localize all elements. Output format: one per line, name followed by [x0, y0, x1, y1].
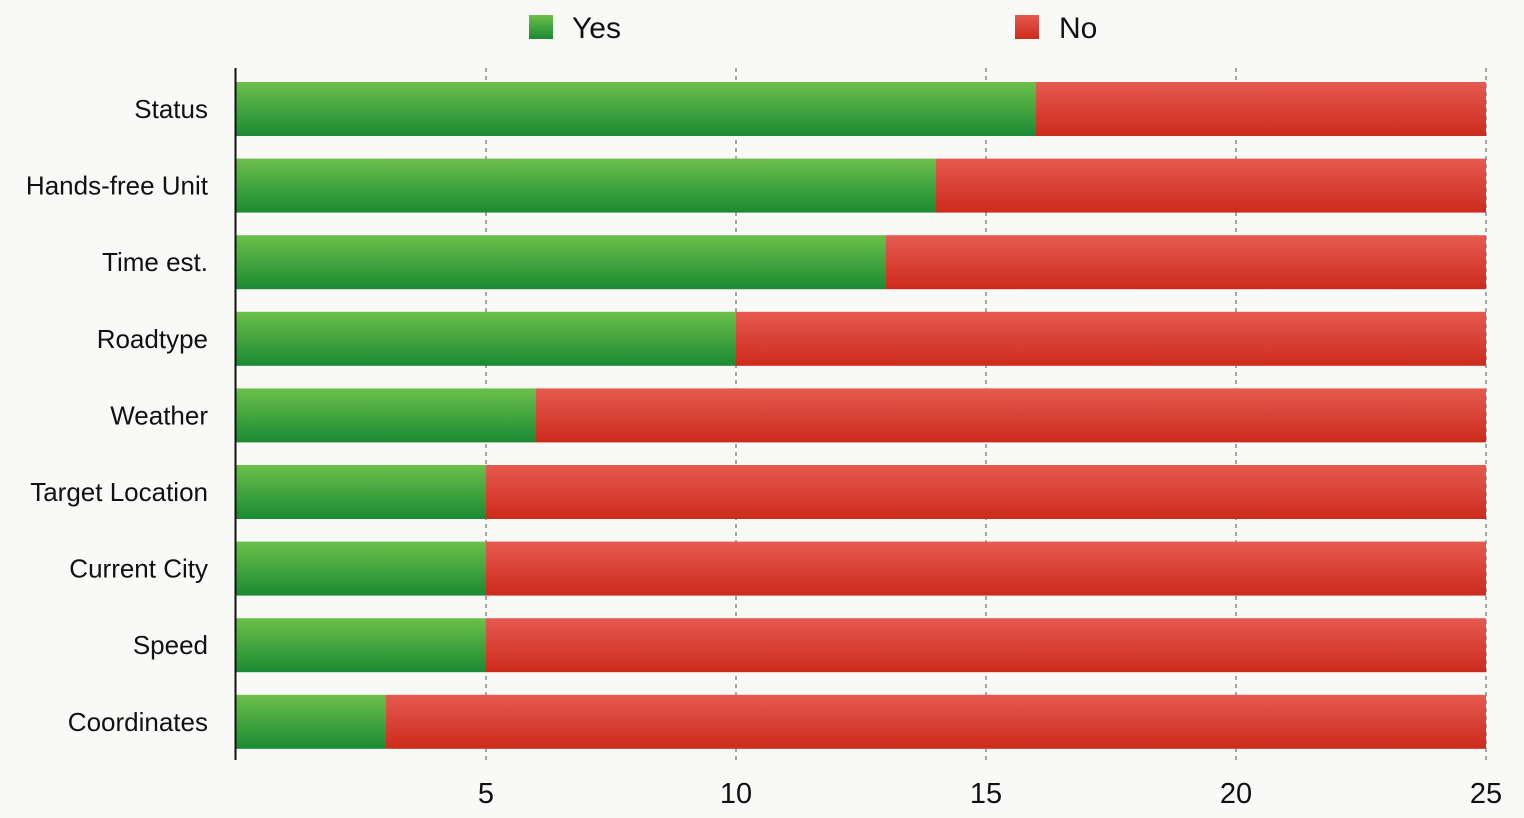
category-label-coordinates: Coordinates — [68, 707, 208, 737]
bars — [236, 82, 1486, 749]
x-tick-label: 20 — [1220, 778, 1252, 810]
legend: Yes No — [529, 12, 1097, 45]
bar-yes-weather — [236, 388, 536, 443]
category-label-hands-free-unit: Hands-free Unit — [26, 171, 209, 201]
bar-no-weather — [536, 388, 1486, 443]
category-labels: Status Hands-free Unit Time est. Roadtype We… — [26, 94, 209, 737]
category-label-speed: Speed — [133, 630, 208, 660]
bar-yes-hands-free-unit — [236, 158, 936, 213]
category-label-time-est: Time est. — [102, 247, 208, 277]
bar-no-target-location — [486, 465, 1486, 519]
bar-yes-coordinates — [236, 694, 386, 749]
bar-no-current-city — [486, 541, 1486, 596]
bar-no-time-est — [886, 235, 1486, 290]
x-tick-label: 10 — [720, 778, 752, 810]
x-tick-label: 5 — [478, 778, 494, 810]
bar-yes-target-location — [236, 465, 486, 519]
bar-yes-status — [236, 82, 1036, 136]
bar-no-speed — [486, 618, 1486, 673]
bar-no-status — [1036, 82, 1486, 136]
legend-label-no: No — [1059, 12, 1097, 45]
tick-labels: 5 10 15 20 25 — [478, 778, 1502, 810]
bar-yes-time-est — [236, 235, 886, 290]
bar-no-coordinates — [386, 694, 1486, 749]
category-label-current-city: Current City — [69, 554, 208, 584]
x-tick-label: 15 — [970, 778, 1002, 810]
category-label-target-location: Target Location — [30, 477, 208, 507]
legend-swatch-no — [1015, 15, 1039, 39]
x-tick-label: 25 — [1470, 778, 1502, 810]
category-label-status: Status — [134, 94, 208, 124]
bar-yes-roadtype — [236, 311, 736, 366]
legend-label-yes: Yes — [572, 12, 621, 45]
bar-no-hands-free-unit — [936, 158, 1486, 213]
category-label-weather: Weather — [110, 400, 208, 430]
bar-no-roadtype — [736, 311, 1486, 366]
bar-yes-speed — [236, 618, 486, 673]
legend-swatch-yes — [529, 15, 553, 39]
bar-yes-current-city — [236, 541, 486, 596]
category-label-roadtype: Roadtype — [97, 324, 208, 354]
